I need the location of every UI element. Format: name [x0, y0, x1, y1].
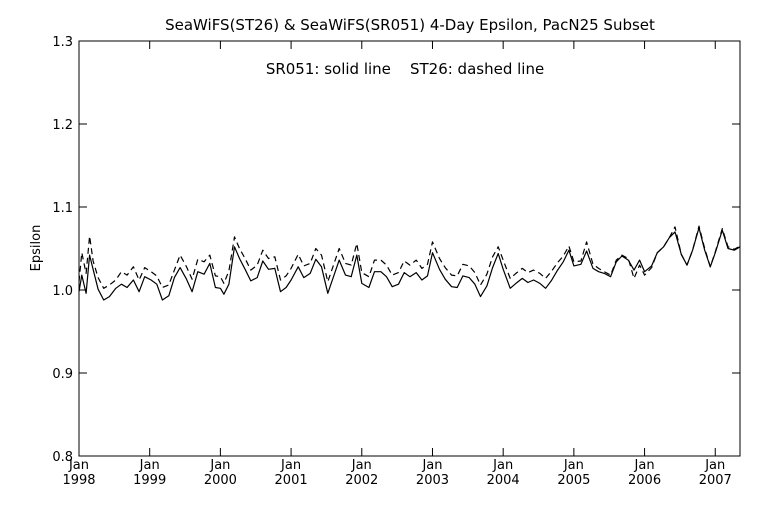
x-tick-year-label: 2001: [275, 473, 308, 488]
y-tick-label: 0.8: [52, 450, 73, 465]
x-tick-month-label: Jan: [351, 458, 372, 473]
x-tick-month-label: Jan: [634, 458, 655, 473]
x-tick-month-label: Jan: [563, 458, 584, 473]
y-tick-label: 0.9: [52, 367, 73, 382]
x-tick-year-label: 2004: [487, 473, 520, 488]
y-axis-label: Epsilon: [29, 225, 44, 272]
x-tick-month-label: Jan: [139, 458, 160, 473]
x-tick-year-label: 1999: [133, 473, 166, 488]
series-layer: [78, 225, 741, 301]
chart-title: SeaWiFS(ST26) & SeaWiFS(SR051) 4-Day Eps…: [165, 16, 655, 34]
x-tick-year-label: 1998: [62, 473, 95, 488]
series-line-sr051: [78, 227, 741, 301]
x-tick-month-label: Jan: [68, 458, 89, 473]
x-tick-month-label: Jan: [492, 458, 513, 473]
line-style-annotation: SR051: solid line ST26: dashed line: [266, 60, 544, 78]
y-tick-label: 1.0: [52, 284, 73, 299]
x-tick-month-label: Jan: [280, 458, 301, 473]
x-tick-month-label: Jan: [209, 458, 230, 473]
y-axis: 0.8 0.9 1.0 1.1 1.2 1.3: [52, 35, 740, 465]
x-tick-month-label: Jan: [704, 458, 725, 473]
plot-frame: [78, 40, 741, 457]
x-axis: Jan1998Jan1999Jan2000Jan2001Jan2002Jan20…: [62, 41, 732, 488]
series-line-st26: [78, 225, 741, 289]
x-tick-year-label: 2007: [699, 473, 732, 488]
x-tick-year-label: 2000: [204, 473, 237, 488]
y-tick-label: 1.1: [52, 201, 73, 216]
x-tick-year-label: 2005: [557, 473, 590, 488]
x-tick-year-label: 2003: [416, 473, 449, 488]
y-tick-label: 1.3: [52, 35, 73, 50]
x-tick-month-label: Jan: [421, 458, 442, 473]
x-tick-year-label: 2006: [628, 473, 661, 488]
y-tick-label: 1.2: [52, 118, 73, 133]
x-tick-year-label: 2002: [345, 473, 378, 488]
